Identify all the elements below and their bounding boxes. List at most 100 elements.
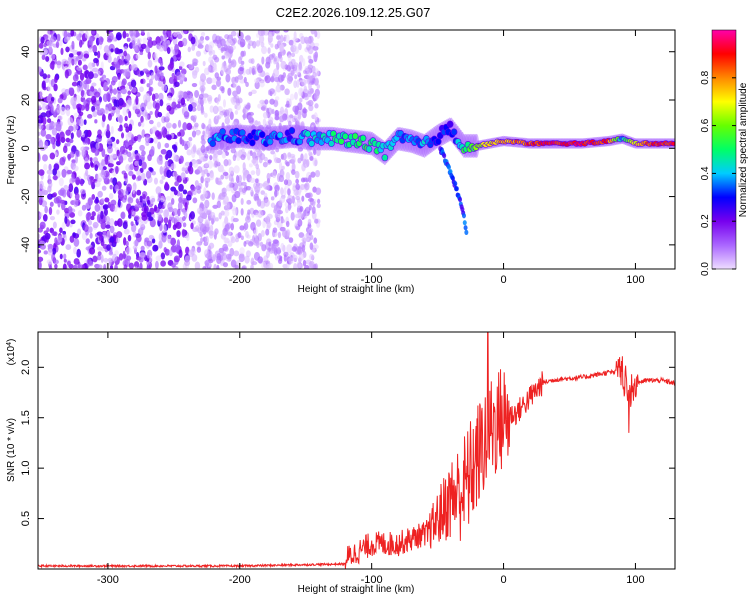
spectrogram-noise-dot [150, 145, 155, 155]
spectrogram-noise-dot [130, 221, 134, 227]
spectrogram-noise-dot [190, 36, 196, 45]
spectrogram-noise-dot [122, 221, 128, 230]
spectrogram-noise-dot [120, 211, 126, 220]
spectrogram-noise-dot [287, 54, 292, 62]
snr-x-label: Height of straight line (km) [298, 584, 415, 595]
snr-y-label: SNR (10 * v/v) [6, 418, 17, 482]
spectrogram-noise-dot [187, 141, 192, 148]
spectrogram-noise-dot [197, 215, 204, 224]
spectrogram-noise-dot [239, 78, 245, 84]
spectrogram-noise-dot [246, 102, 251, 111]
spectrogram-marks [38, 30, 675, 269]
spectrogram-noise-dot [294, 91, 298, 100]
spectrogram-noise-dot [50, 53, 56, 60]
spectrogram-noise-dot [92, 44, 98, 54]
spectrogram-noise-dot [87, 129, 92, 138]
spectrogram-noise-dot [223, 210, 230, 217]
spectrogram-noise-dot [65, 46, 70, 53]
spectrogram-noise-dot [152, 244, 159, 252]
spectrogram-noise-dot [154, 65, 158, 74]
spectrogram-x-label: Height of straight line (km) [298, 284, 415, 295]
spectrogram-noise-dot [81, 57, 87, 62]
spectrogram-noise-dot [127, 90, 132, 96]
spectrogram-noise-dot [94, 203, 101, 212]
spectrogram-noise-dot [286, 244, 293, 254]
spectrogram-noise-dot [140, 245, 145, 252]
spectrogram-noise-dot [132, 231, 137, 238]
spectrogram-noise-dot [118, 49, 123, 54]
spectrogram-noise-dot [209, 105, 214, 113]
spectrogram-noise-dot [184, 202, 188, 211]
spectrogram-noise-dot [164, 142, 170, 149]
spectrogram-noise-dot [240, 154, 246, 161]
spectrogram-noise-dot [272, 227, 278, 233]
spectrogram-noise-dot [299, 183, 306, 191]
spectrogram-noise-dot [307, 218, 312, 225]
spectrogram-noise-dot [181, 139, 185, 147]
spectrogram-noise-dot [182, 222, 187, 228]
spectrogram-noise-dot [198, 152, 204, 162]
spectrogram-noise-dot [62, 233, 66, 239]
spectrogram-noise-dot [42, 213, 48, 222]
spectrogram-noise-dot [248, 163, 253, 168]
spectrogram-noise-dot [75, 33, 81, 40]
spectrogram-noise-dot [257, 256, 264, 264]
spectrogram-noise-dot [181, 167, 186, 172]
spectrogram-noise-dot [178, 94, 183, 100]
spectrogram-noise-dot [208, 230, 214, 239]
spectrogram-noise-dot [139, 51, 144, 56]
spectrogram-noise-dot [117, 152, 123, 161]
spectrogram-x-tick-label: 0 [500, 274, 506, 286]
spectrogram-noise-dot [316, 84, 321, 89]
spectrogram-noise-dot [302, 108, 308, 114]
snr-x-tick-label: 100 [626, 574, 644, 586]
spectrogram-noise-dot [291, 169, 296, 176]
spectrogram-noise-dot [273, 57, 277, 62]
spectrogram-noise-dot [289, 93, 295, 101]
spectrogram-noise-dot [238, 187, 243, 193]
spectrogram-noise-dot [240, 235, 244, 241]
spectrogram-noise-dot [38, 261, 42, 269]
spectrogram-noise-dot [128, 170, 134, 177]
spectrogram-noise-dot [66, 169, 73, 175]
spectrogram-noise-dot [186, 194, 192, 201]
spectrogram-noise-dot [268, 37, 273, 42]
spectrogram-noise-dot [46, 30, 51, 37]
spectrogram-noise-dot [62, 263, 67, 269]
spectrogram-noise-dot [274, 96, 280, 101]
spectrogram-noise-dot [246, 199, 252, 205]
spectrogram-noise-dot [179, 77, 183, 82]
spectrogram-noise-dot [122, 107, 128, 117]
spectrogram-noise-dot [46, 169, 53, 175]
spectrogram-noise-dot [83, 224, 89, 233]
spectrogram-noise-dot [47, 243, 53, 248]
spectrogram-noise-dot [291, 162, 296, 172]
spectrogram-ridge-dot [308, 139, 315, 148]
spectrogram-noise-dot [307, 64, 314, 70]
spectrogram-noise-dot [85, 212, 92, 221]
spectrogram-noise-dot [239, 225, 245, 231]
spectrogram-noise-dot [39, 180, 44, 190]
spectrogram-noise-dot [183, 106, 188, 111]
spectrogram-noise-dot [115, 112, 121, 118]
colorbar-tick-label: 0.8 [700, 70, 711, 84]
spectrogram-noise-dot [115, 166, 119, 175]
spectrogram-noise-dot [133, 261, 140, 269]
spectrogram-noise-dot [153, 204, 158, 212]
spectrogram-noise-dot [205, 219, 211, 228]
spectrogram-noise-dot [46, 227, 50, 233]
spectrogram-noise-dot [213, 150, 219, 159]
spectrogram-noise-dot [47, 193, 53, 200]
spectrogram-noise-dot [187, 165, 192, 172]
spectrogram-noise-dot [55, 121, 62, 128]
spectrogram-noise-dot [134, 42, 138, 51]
spectrogram-noise-dot [69, 190, 74, 198]
spectrogram-noise-dot [264, 99, 269, 105]
spectrogram-noise-dot [293, 188, 299, 196]
spectrogram-noise-dot [277, 74, 284, 83]
spectrogram-noise-dot [116, 139, 120, 145]
spectrogram-ridge-dot [288, 127, 296, 135]
spectrogram-noise-dot [104, 215, 111, 223]
spectrogram-noise-dot [103, 257, 109, 263]
